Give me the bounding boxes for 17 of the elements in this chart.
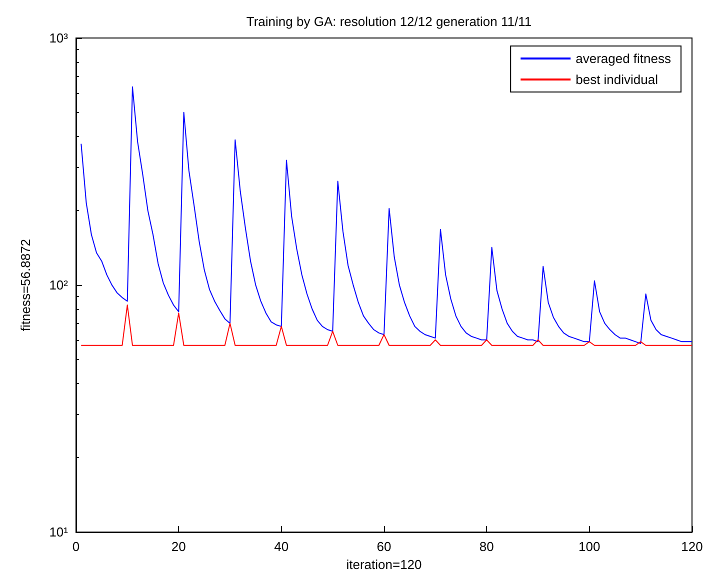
line-series (80, 86, 692, 344)
x-tick-label: 60 (376, 539, 392, 554)
line-series (80, 304, 692, 346)
x-tick-label: 120 (681, 539, 703, 554)
x-tick-label: 20 (171, 539, 186, 554)
y-tick-label: 10¹ (49, 524, 69, 540)
y-axis-title: fitness=56.8872 (18, 238, 33, 332)
x-tick-label: 0 (72, 539, 80, 554)
chart-title: Training by GA: resolution 12/12 generation 11/11 (246, 14, 532, 29)
legend-label: averaged fitness (576, 51, 672, 66)
x-tick-label: 100 (578, 539, 600, 554)
x-tick-label: 80 (479, 539, 494, 554)
x-tick-label: 40 (274, 539, 289, 554)
legend-label: best individual (576, 72, 658, 87)
y-tick-label: 10³ (49, 30, 69, 46)
y-tick-label: 10² (49, 278, 69, 293)
x-axis-title: iteration=120 (346, 557, 422, 572)
